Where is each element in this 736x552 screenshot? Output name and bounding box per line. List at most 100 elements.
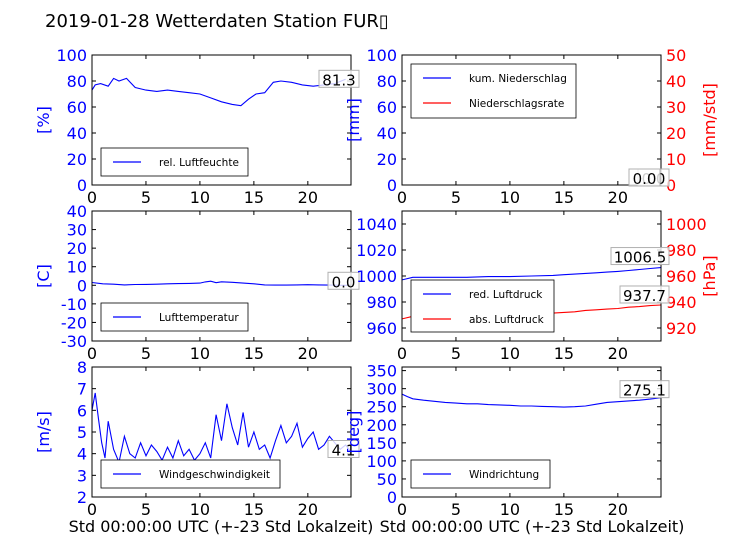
y-tick-label: 960	[366, 319, 397, 338]
y-tick-label: 7	[77, 380, 87, 399]
y-tick-label: 6	[77, 401, 87, 420]
figure-title: 2019-01-28 Wetterdaten Station FUR▯	[45, 11, 389, 32]
y-tick-label: 40	[67, 202, 87, 221]
x-tick-label: 0	[87, 500, 97, 519]
y2-tick-label: 940	[666, 293, 697, 312]
x-tick-label: 0	[397, 188, 407, 207]
last-value-winddir: 275.1	[623, 382, 666, 400]
x-tick-label: 20	[608, 188, 628, 207]
x-tick-label: 15	[554, 188, 574, 207]
x-tick-label: 5	[451, 188, 461, 207]
y-tick-label: 100	[366, 46, 397, 65]
last-value-pressure-box	[610, 247, 670, 266]
x-tick-label: 5	[141, 344, 151, 363]
x-tick-label: 15	[554, 344, 574, 363]
last-value-windspeed-box	[327, 440, 360, 458]
y-tick-label: 0	[77, 276, 87, 295]
last-value-pressure: 1006.5	[614, 249, 667, 267]
last-value-winddir-box	[619, 380, 670, 399]
y2-tick-label: 1000	[666, 215, 707, 234]
legend-label-precip-0: kum. Niederschlag	[469, 73, 567, 85]
panel-winddir: 0 5 10 15 20050100150200250300350[deg]275.1W…	[344, 362, 670, 519]
y-axis-label: [C]	[34, 264, 53, 288]
y-tick-label: 60	[67, 98, 87, 117]
y-tick-label: 0	[387, 488, 397, 507]
y2-axis-label: [hPa]	[700, 255, 719, 296]
plot-frame-winddir	[401, 366, 662, 498]
last-value-humidity: 81.3	[322, 71, 355, 89]
y-tick-label: 150	[366, 434, 397, 453]
x-tick-label: 10	[500, 188, 520, 207]
x-tick-label: 5	[451, 344, 461, 363]
y-tick-label: -30	[61, 332, 87, 351]
y-tick-label: -20	[61, 313, 87, 332]
last-value-windspeed: 4.1	[332, 442, 356, 460]
last-value-temperature-box	[327, 271, 360, 290]
y2-tick-label: 980	[666, 241, 697, 260]
last-value-humidity-box	[318, 69, 360, 88]
y-tick-label: 50	[377, 470, 397, 489]
y2-tick-label: 50	[666, 46, 686, 65]
y-tick-label: 350	[366, 362, 397, 381]
y-axis-label: [deg]	[344, 411, 363, 454]
legend-label-pressure-1: abs. Luftdruck	[469, 314, 545, 326]
plot-frame-precip	[401, 54, 662, 186]
y-tick-label: 1020	[356, 241, 397, 260]
y-tick-label: 30	[67, 221, 87, 240]
y-tick-label: 80	[67, 72, 87, 91]
y-tick-label: 40	[67, 124, 87, 143]
legend-label-winddir-0: Windrichtung	[469, 469, 539, 481]
x-tick-label: 0	[87, 188, 97, 207]
last-value2-precip: 0.0	[633, 170, 657, 188]
panel-windspeed: 0 5 10 15 20 2 3 4 5 6 7 8 [m/s] 4.1 Windgeschwindigke…	[34, 358, 360, 519]
x-tick-label: 5	[141, 500, 151, 519]
x-tick-label: 5	[451, 500, 461, 519]
x-tick-label: 15	[244, 500, 264, 519]
x-tick-label: 20	[608, 500, 628, 519]
y-axis-label: [m/s]	[34, 411, 53, 453]
y-tick-label: 3	[77, 466, 87, 485]
plot-frame-humidity	[91, 54, 352, 186]
y-tick-label: 80	[377, 72, 397, 91]
y-tick-label: 20	[67, 150, 87, 169]
y2-tick-label: 960	[666, 267, 697, 286]
x-tick-label: 15	[554, 500, 574, 519]
y2-tick-label: 0	[666, 176, 676, 195]
x-axis-label-left: Std 00:00:00 UTC (+-23 Std Lokalzeit)	[69, 517, 374, 536]
y-tick-label: 5	[77, 423, 87, 442]
legend-label-windspeed-0: Windgeschwindigkeit	[159, 469, 270, 481]
y-tick-label: 100	[56, 46, 87, 65]
y-tick-label: 200	[366, 416, 397, 435]
y-tick-label: 100	[366, 452, 397, 471]
y-tick-label: 300	[366, 380, 397, 399]
x-tick-label: 15	[244, 344, 264, 363]
x-tick-label: 20	[298, 500, 318, 519]
y-tick-label: 980	[366, 293, 397, 312]
legend-box-pressure	[410, 279, 555, 333]
y2-tick-label: 30	[666, 98, 686, 117]
y-tick-label: 1040	[356, 215, 397, 234]
y-tick-label: 0	[387, 176, 397, 195]
y-tick-label: 8	[77, 358, 87, 377]
y-axis-label: [mm]	[344, 98, 363, 142]
y-tick-label: 40	[377, 124, 397, 143]
y-tick-label: 60	[377, 98, 397, 117]
y-tick-label: 10	[67, 258, 87, 277]
x-tick-label: 20	[298, 188, 318, 207]
y2-axis-label: [mm/std]	[700, 83, 719, 157]
last-value-temperature: 0.0	[332, 273, 356, 291]
x-tick-label: 0	[87, 344, 97, 363]
x-tick-label: 5	[141, 188, 151, 207]
y2-tick-label: 40	[666, 72, 686, 91]
series-line-winddir-0	[402, 393, 661, 408]
y-tick-label: 0	[77, 176, 87, 195]
x-tick-label: 10	[190, 500, 210, 519]
y-tick-label: 250	[366, 398, 397, 417]
y2-tick-label: 10	[666, 150, 686, 169]
y-tick-label: -10	[61, 295, 87, 314]
x-tick-label: 20	[608, 344, 628, 363]
series-line-temperature-0	[92, 280, 351, 286]
